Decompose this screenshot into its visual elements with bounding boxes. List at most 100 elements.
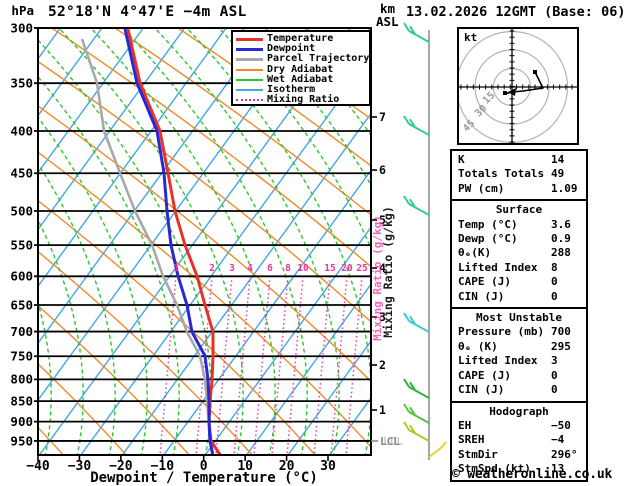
dry-adiabat-line bbox=[38, 199, 317, 455]
table-row: CIN (J) 0 bbox=[452, 290, 586, 304]
isotherm-line bbox=[38, 28, 227, 288]
table-row: StmDir 296° bbox=[452, 448, 586, 462]
wet-adiabat-lines bbox=[38, 28, 371, 455]
legend-swatch bbox=[236, 68, 263, 71]
wet-adiabat-line bbox=[89, 28, 276, 455]
table-row-value: −4 bbox=[551, 433, 565, 447]
mixing-ratio-value: 10 bbox=[297, 263, 309, 274]
mixing-ratio-line bbox=[159, 275, 177, 455]
lcl-label: LCL bbox=[380, 435, 400, 448]
table-row-label: Temp (°C) bbox=[458, 217, 518, 231]
km-tick-label: 1 bbox=[379, 403, 386, 417]
legend-swatch bbox=[236, 37, 263, 41]
table-row-value: 0 bbox=[551, 383, 558, 397]
table-row-label: θₑ (K) bbox=[458, 339, 498, 353]
wind-barb bbox=[403, 115, 430, 136]
table-row-label: Pressure (mb) bbox=[458, 325, 545, 339]
legend-label: Wet Adiabat bbox=[267, 73, 334, 85]
table-row-value: −50 bbox=[551, 418, 571, 432]
table-row-value: 3.6 bbox=[551, 217, 571, 231]
pressure-tick-label: 850 bbox=[10, 393, 33, 408]
x-tick-label: −20 bbox=[109, 459, 133, 474]
table-section: Surface Temp (°C) 3.6 Dewp (°C) 0.9 θₑ(K) 288 L… bbox=[452, 199, 586, 307]
table-row: Totals Totals 49 bbox=[452, 167, 586, 181]
legend-item: Parcel Trajectory bbox=[236, 54, 369, 64]
table-row: CIN (J) 0 bbox=[452, 383, 586, 397]
mixing-ratio-value: 15 bbox=[324, 263, 336, 274]
pressure-tick-label: 900 bbox=[10, 414, 33, 429]
table-row: Temp (°C) 3.6 bbox=[452, 218, 586, 232]
wind-barb bbox=[403, 312, 430, 333]
legend-swatch bbox=[236, 89, 263, 92]
table-row-label: CIN (J) bbox=[458, 289, 505, 303]
table-row-value: 700 bbox=[551, 325, 571, 339]
isotherm-line bbox=[204, 226, 371, 455]
legend-item: Mixing Ratio bbox=[236, 95, 369, 105]
table-row-value: 8 bbox=[551, 260, 558, 274]
table-row-label: Lifted Index bbox=[458, 354, 538, 368]
table-row-value: 13 bbox=[551, 462, 565, 476]
wind-barb bbox=[403, 403, 430, 424]
mixing-ratio-value: 3 bbox=[229, 263, 235, 274]
legend-item: Dewpoint bbox=[236, 44, 369, 54]
isotherm-line bbox=[38, 28, 103, 117]
legend-label: Mixing Ratio bbox=[267, 94, 340, 106]
table-row-value: 3 bbox=[551, 354, 558, 368]
indices-table: K 14 Totals Totals 49 PW (cm) 1.09 Surface Temp… bbox=[450, 149, 588, 482]
km-tick-label: 3 bbox=[379, 310, 386, 324]
table-row-label: Totals Totals bbox=[458, 167, 545, 181]
hodograph-box bbox=[457, 27, 579, 145]
x-tick-label: 10 bbox=[237, 459, 253, 474]
hodograph-unit-label: kt bbox=[464, 31, 477, 44]
table-row-label: Dewp (°C) bbox=[458, 232, 518, 246]
mixing-ratio-value: 8 bbox=[285, 263, 291, 274]
table-row-label: CIN (J) bbox=[458, 383, 505, 397]
table-row: CAPE (J) 0 bbox=[452, 275, 586, 289]
table-section-header: Hodograph bbox=[489, 404, 549, 418]
hodograph-trace-marker bbox=[503, 91, 507, 95]
table-row: Dewp (°C) 0.9 bbox=[452, 232, 586, 246]
table-row-label: SREH bbox=[458, 433, 485, 447]
wind-barb bbox=[403, 421, 430, 442]
mixing-ratio-axis-label: Mixing Ratio (g/kg) bbox=[381, 206, 395, 338]
table-row-value: 1.09 bbox=[551, 181, 578, 195]
legend-label: Dewpoint bbox=[267, 43, 316, 55]
wind-barb bbox=[403, 378, 430, 399]
table-row: EH −50 bbox=[452, 419, 586, 433]
legend-swatch bbox=[236, 78, 263, 81]
dry-adiabat-line bbox=[38, 250, 254, 455]
isotherm-line bbox=[38, 28, 186, 231]
legend-label: Temperature bbox=[267, 33, 334, 45]
table-section-header: Surface bbox=[495, 203, 543, 217]
dry-adiabat-line bbox=[38, 362, 128, 455]
dry-adiabat-line bbox=[38, 60, 371, 323]
table-row: StmSpd (kt) 13 bbox=[452, 462, 586, 476]
legend-swatch bbox=[236, 47, 263, 51]
legend-label: Dry Adiabat bbox=[267, 63, 334, 75]
pressure-tick-label: 700 bbox=[10, 324, 33, 339]
table-row-label: StmSpd (kt) bbox=[458, 462, 531, 476]
legend-swatch bbox=[236, 57, 263, 61]
dry-adiabat-line bbox=[38, 151, 371, 449]
x-tick-label: 0 bbox=[200, 459, 208, 474]
legend-item: Dry Adiabat bbox=[236, 63, 369, 75]
x-tick-label: −10 bbox=[151, 459, 175, 474]
dry-adiabat-line bbox=[38, 105, 371, 383]
legend-label: Isotherm bbox=[267, 84, 316, 96]
legend-item: Isotherm bbox=[236, 85, 369, 95]
mixing-ratio-value: 20 bbox=[341, 263, 353, 274]
table-row-label: Lifted Index bbox=[458, 260, 538, 274]
mixing-ratio-line bbox=[330, 275, 348, 455]
profile-curves bbox=[80, 28, 223, 455]
isotherm-line bbox=[162, 169, 371, 455]
dry-adiabat-line bbox=[113, 28, 371, 216]
legend-item: Wet Adiabat bbox=[236, 73, 369, 85]
table-row-value: 296° bbox=[551, 447, 578, 461]
pressure-tick-label: 600 bbox=[10, 269, 33, 284]
x-tick-label: 30 bbox=[320, 459, 336, 474]
mixing-ratio-axis-label-echo: Mixing Ratio (g/kg) bbox=[371, 215, 384, 341]
pressure-tick-label: 400 bbox=[10, 123, 33, 138]
km-tick-label: 6 bbox=[379, 163, 386, 177]
